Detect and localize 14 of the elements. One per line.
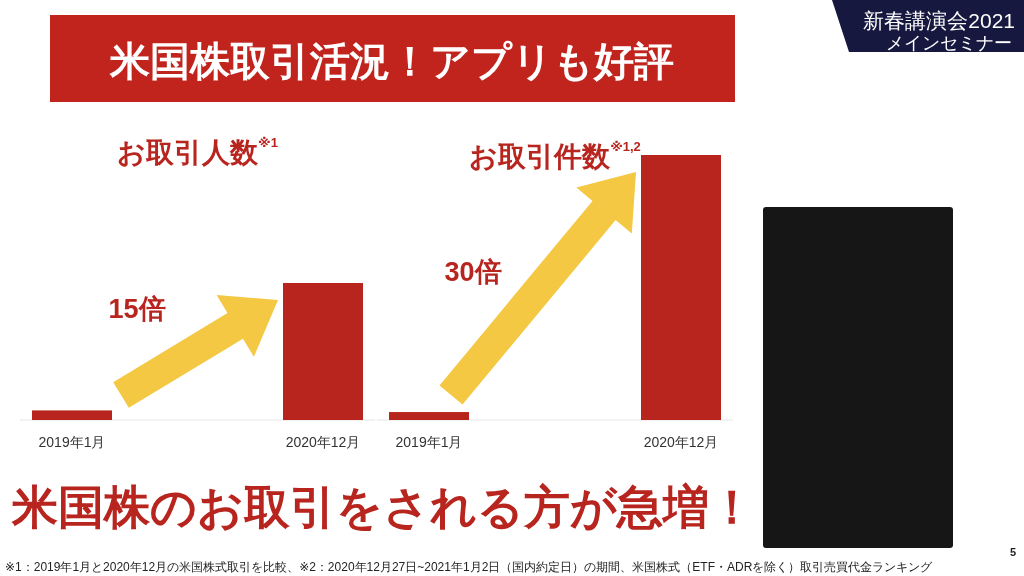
category-label: 2019年1月 <box>395 434 463 450</box>
annotation: ※1：2019年1月と2020年12月の米国株式取引を比較、※2：2020年12月27日~2021年1月2日（国内約定日）の期間、米国株式（ETF・ADRを除く）取引売買代金ランキング <box>5 560 933 574</box>
title: 米国株取引活況！アプリも好評 <box>110 39 674 83</box>
category-label: 2019年1月 <box>38 434 106 450</box>
annotation: 30倍 <box>444 257 502 287</box>
annotation: 米国株のお取引をされる方が急増！ <box>12 481 755 533</box>
annotation: メインセミナー <box>886 33 1012 53</box>
category-label: 2020年12月 <box>285 434 361 450</box>
annotation: 5 <box>1009 546 1016 558</box>
annotation: 新春講演会2021 <box>863 9 1015 32</box>
annotation: 15倍 <box>108 294 166 324</box>
category-label: 2020年12月 <box>643 434 719 450</box>
chart-title: お取引件数$^{※1,2}$ <box>469 139 641 172</box>
chart-title: お取引人数$^{※1}$ <box>117 135 278 168</box>
